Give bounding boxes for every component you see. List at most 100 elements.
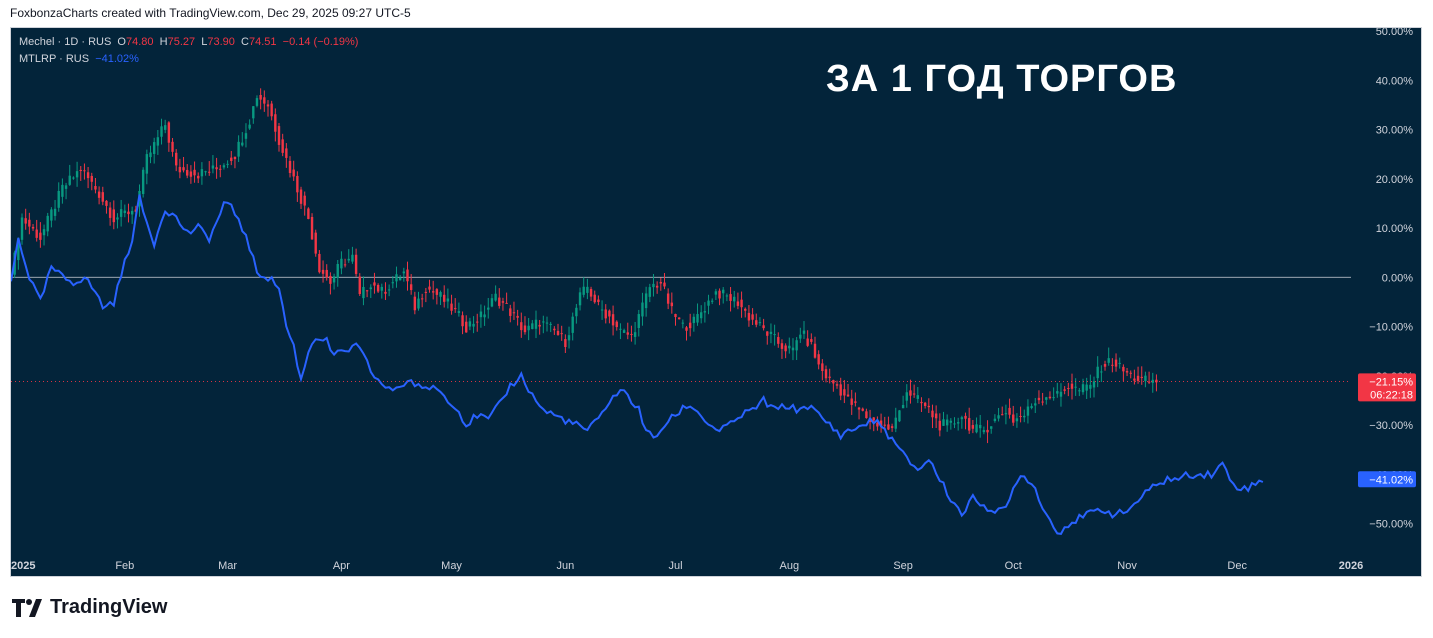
candle-body xyxy=(659,281,663,284)
candle-body xyxy=(68,175,71,185)
candle-body xyxy=(130,210,134,215)
y-tick-label: 40.00% xyxy=(1376,75,1414,87)
candle-body xyxy=(788,345,791,349)
candle-body xyxy=(751,314,754,320)
compare-symbol-label: MTLRP · RUS xyxy=(19,53,90,65)
candle-body xyxy=(288,160,292,173)
candle-body xyxy=(219,168,222,170)
candle-body xyxy=(699,312,703,319)
candle-body xyxy=(420,298,424,300)
candle-body xyxy=(597,299,600,302)
candle-body xyxy=(593,294,596,303)
candle-body xyxy=(509,308,512,316)
candle-body xyxy=(208,171,211,173)
candle-body xyxy=(141,169,145,194)
candle-body xyxy=(461,315,464,327)
candle-body xyxy=(152,142,156,154)
chart-annotation: ЗА 1 ГОД ТОРГОВ xyxy=(826,58,1178,100)
candle-body xyxy=(696,314,699,323)
candle-body xyxy=(769,331,773,335)
candle-body xyxy=(777,337,780,344)
candle-body xyxy=(1034,403,1037,406)
attribution-text: FoxbonzaCharts created with TradingView.… xyxy=(10,6,411,20)
candle-body xyxy=(688,322,692,329)
candle-body xyxy=(923,402,927,406)
compare-symbol-legend[interactable]: MTLRP · RUS −41.02% xyxy=(19,53,139,65)
candle-body xyxy=(817,354,820,365)
x-tick-label: Dec xyxy=(1227,560,1247,572)
candle-body xyxy=(512,312,516,314)
main-symbol-legend[interactable]: Mechel · 1D · RUS O74.80 H75.27 L73.90 C… xyxy=(19,36,358,48)
candle-body xyxy=(740,299,743,308)
tradingview-logo-icon xyxy=(12,598,42,617)
candle-body xyxy=(299,189,303,204)
candle-body xyxy=(799,334,802,339)
ohlc-low-label: L xyxy=(201,36,208,48)
chart-area[interactable]: 50.00% 40.00% 30.00% 20.00% 10.00% 0.00% −10.0… xyxy=(10,27,1422,577)
candle-body xyxy=(1122,366,1125,372)
candle-body xyxy=(182,167,185,171)
candle-body xyxy=(916,395,919,399)
candle-body xyxy=(997,415,1000,419)
candle-body xyxy=(527,325,530,331)
candle-body xyxy=(1056,391,1059,394)
candle-body xyxy=(564,339,567,348)
candle-body xyxy=(233,156,237,160)
candle-body xyxy=(744,308,747,311)
candle-body xyxy=(53,208,57,216)
candle-body xyxy=(351,254,354,262)
candle-body xyxy=(424,291,428,293)
candle-body xyxy=(979,424,982,429)
candle-body xyxy=(949,420,953,423)
candle-body xyxy=(391,282,395,284)
candle-body xyxy=(707,300,710,306)
candle-body xyxy=(1147,381,1151,383)
candle-body xyxy=(270,103,273,117)
price-chart[interactable]: 50.00% 40.00% 30.00% 20.00% 10.00% 0.00% −10.0… xyxy=(11,28,1422,577)
candle-body xyxy=(167,122,171,143)
ohlc-close-label: C xyxy=(241,36,249,48)
candle-body xyxy=(1001,414,1004,416)
candle-body xyxy=(376,284,380,292)
candle-body xyxy=(600,309,604,311)
x-tick-label: 2025 xyxy=(11,560,35,572)
candle-body xyxy=(964,415,967,419)
candle-body xyxy=(175,152,178,166)
candle-body xyxy=(435,289,439,295)
candle-body xyxy=(472,323,475,327)
candle-body xyxy=(186,169,189,176)
candle-body xyxy=(61,184,64,197)
candle-body xyxy=(149,152,152,158)
candle-body xyxy=(325,269,328,278)
candle-body xyxy=(575,307,578,317)
candle-body xyxy=(773,334,776,336)
candle-body xyxy=(586,286,589,293)
candle-body xyxy=(163,125,167,130)
candle-body xyxy=(762,325,765,329)
candle-body xyxy=(1103,364,1107,367)
candle-body xyxy=(336,263,339,278)
candle-body xyxy=(1059,391,1063,397)
candle-body xyxy=(894,417,897,429)
candle-body xyxy=(534,319,538,329)
candle-body xyxy=(1136,375,1140,381)
candle-body xyxy=(1081,384,1085,393)
y-tick-label: 30.00% xyxy=(1376,125,1414,137)
candle-body xyxy=(685,327,688,331)
candle-body xyxy=(358,276,361,294)
candle-body xyxy=(802,330,806,334)
candle-body xyxy=(578,292,582,306)
candle-body xyxy=(824,369,828,379)
mtlrp-value-badge xyxy=(1358,471,1416,488)
candle-body xyxy=(292,169,295,177)
candle-body xyxy=(545,322,549,324)
candle-body xyxy=(244,133,248,139)
y-tick-label: −10.00% xyxy=(1369,322,1413,334)
candle-body xyxy=(57,190,60,208)
candle-body xyxy=(1023,415,1026,418)
candle-body xyxy=(523,325,527,333)
candle-body xyxy=(663,282,666,287)
candle-body xyxy=(784,345,787,352)
candle-body xyxy=(626,332,629,335)
candle-body xyxy=(945,419,949,426)
